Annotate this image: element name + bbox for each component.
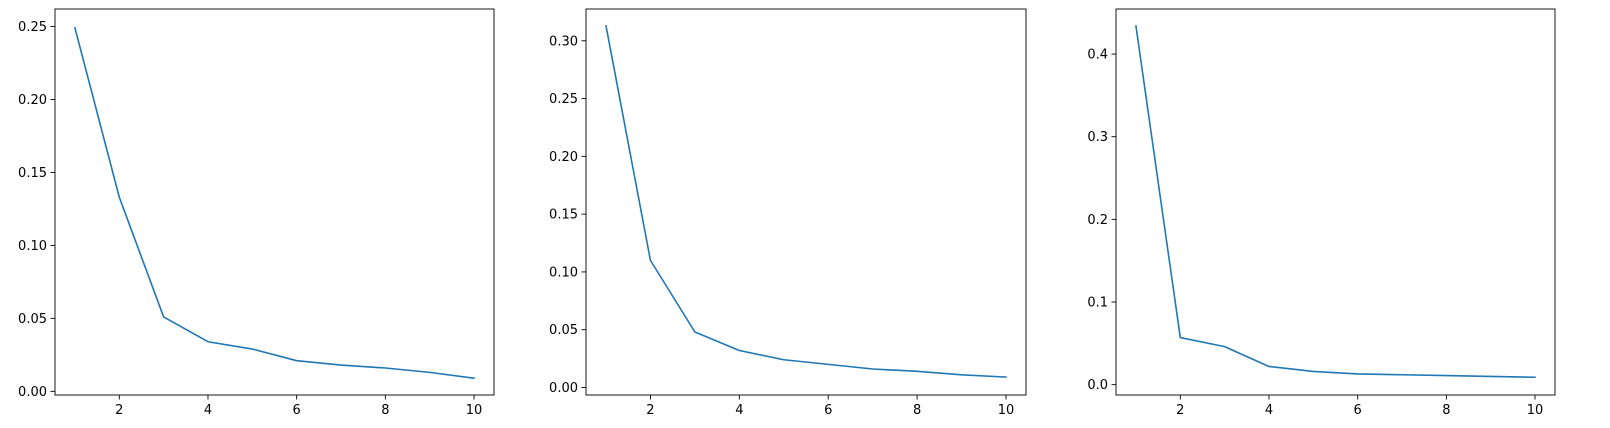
- subplot-3: 2 4 6 8 10 0.0 0.1 0.2 0.3 0.4: [1087, 8, 1556, 418]
- y-tick-label: 0.25: [549, 92, 578, 107]
- y-tick-label: 0.10: [18, 239, 47, 254]
- y-tick-label: 0.30: [549, 34, 578, 49]
- series-line-1: [1135, 25, 1536, 379]
- series-line-1: [73, 26, 475, 380]
- axes-frame: [585, 8, 1027, 396]
- x-tick-label: 10: [998, 403, 1015, 418]
- y-tick-label: 0.1: [1087, 296, 1108, 311]
- x-tick-label: 10: [466, 403, 483, 418]
- axes-frame: [1115, 8, 1556, 396]
- series-line-1: [605, 24, 1007, 378]
- x-tick-label: 6: [1354, 403, 1362, 418]
- x-tick-label: 8: [381, 403, 389, 418]
- x-tick-label: 4: [204, 403, 212, 418]
- y-tick-label: 0.0: [1087, 378, 1108, 393]
- axes-frame: [54, 8, 495, 396]
- y-tick-label: 0.00: [549, 381, 578, 396]
- y-tick-label: 0.05: [18, 312, 47, 327]
- y-tick-label: 0.05: [549, 323, 578, 338]
- y-tick-label: 0.15: [18, 166, 47, 181]
- y-tick-label: 0.20: [18, 93, 47, 108]
- y-tick-label: 0.2: [1087, 213, 1108, 228]
- x-tick-label: 2: [646, 403, 654, 418]
- y-tick-label: 0.15: [549, 208, 578, 223]
- x-tick-label: 6: [824, 403, 832, 418]
- y-tick-label: 0.10: [549, 265, 578, 280]
- x-tick-label: 8: [913, 403, 921, 418]
- x-tick-label: 10: [1527, 403, 1544, 418]
- x-tick-label: 6: [293, 403, 301, 418]
- y-tick-label: 0.00: [18, 385, 47, 400]
- x-tick-label: 2: [1176, 403, 1184, 418]
- y-tick-label: 0.4: [1087, 48, 1108, 63]
- y-tick-label: 0.3: [1087, 130, 1108, 145]
- subplot-2: 2 4 6 8 10 0.00 0.05 0.10 0.15 0.20 0.25 0.30: [549, 8, 1027, 418]
- x-tick-label: 2: [115, 403, 123, 418]
- y-tick-label: 0.20: [549, 150, 578, 165]
- y-tick-label: 0.25: [18, 20, 47, 35]
- x-tick-label: 4: [735, 403, 743, 418]
- x-tick-label: 8: [1442, 403, 1450, 418]
- x-tick-label: 4: [1265, 403, 1273, 418]
- subplot-1: 2 4 6 8 10 0.00 0.05 0.10 0.15 0.20 0.25: [18, 8, 495, 418]
